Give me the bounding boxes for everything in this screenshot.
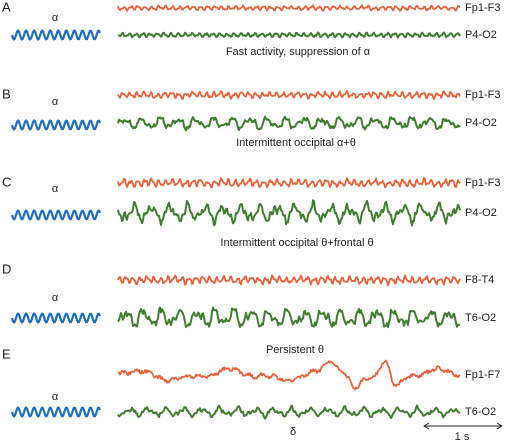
- alpha-label: α: [52, 96, 59, 108]
- panel-letter: C: [2, 174, 11, 189]
- alpha-wave: [10, 312, 102, 324]
- eeg-trace: [117, 199, 461, 227]
- eeg-trace: [117, 4, 461, 12]
- panel-letter: A: [2, 0, 11, 14]
- panel-letter: B: [2, 86, 11, 101]
- eeg-trace: [117, 115, 461, 132]
- channel-label: Fp1-F3: [465, 2, 500, 14]
- alpha-label: α: [52, 183, 59, 195]
- channel-label: Fp1-F3: [465, 89, 500, 101]
- alpha-label: α: [52, 12, 59, 24]
- eeg-trace: [117, 404, 461, 420]
- caption: δ: [290, 426, 296, 438]
- channel-label: T6-O2: [465, 406, 496, 418]
- channel-label: P4-O2: [465, 117, 497, 129]
- eeg-trace: [117, 176, 461, 189]
- alpha-wave: [10, 406, 102, 418]
- eeg-trace: [117, 359, 461, 391]
- alpha-wave: [10, 209, 102, 221]
- channel-label: F8-T4: [465, 274, 494, 286]
- channel-label: P4-O2: [465, 207, 497, 219]
- channel-label: P4-O2: [465, 29, 497, 41]
- channel-label: Fp1-F7: [465, 369, 500, 381]
- eeg-trace: [117, 90, 461, 101]
- panel-letter: E: [2, 346, 11, 361]
- caption: Intermittent occipital θ+frontal θ: [220, 237, 373, 249]
- caption: Persistent θ: [266, 344, 324, 356]
- alpha-label: α: [52, 292, 59, 304]
- scale-label: 1 s: [455, 431, 470, 442]
- alpha-wave: [10, 29, 102, 41]
- alpha-label: α: [52, 391, 59, 403]
- caption: Fast activity, suppression of α: [226, 46, 371, 58]
- eeg-trace: [117, 306, 461, 329]
- eeg-trace: [117, 274, 461, 287]
- panel-letter: D: [2, 261, 11, 276]
- channel-label: T6-O2: [465, 312, 496, 324]
- eeg-trace: [117, 31, 461, 39]
- scale-arrows: [423, 422, 503, 430]
- caption: Intermittent occipital α+θ: [236, 137, 356, 149]
- alpha-wave: [10, 119, 102, 131]
- channel-label: Fp1-F3: [465, 177, 500, 189]
